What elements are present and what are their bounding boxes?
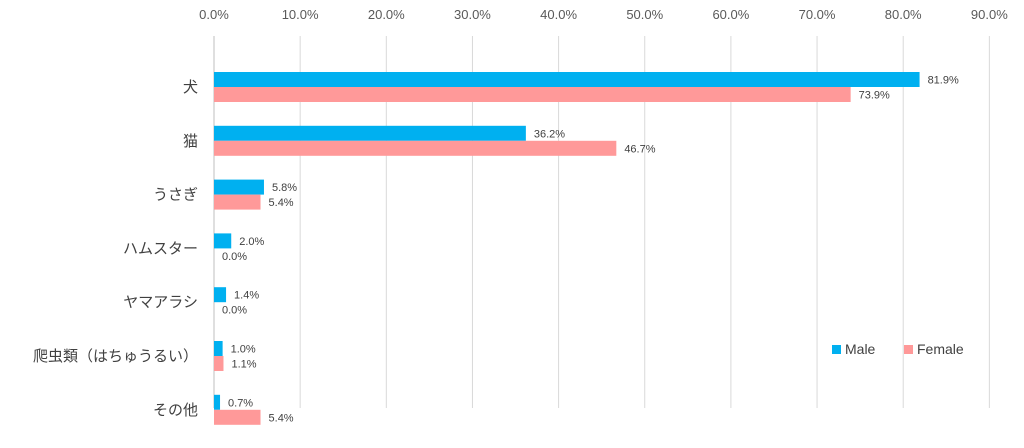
legend: Male Female [832,341,964,357]
x-tick-label: 20.0% [368,7,405,22]
x-tick-label: 0.0% [199,7,229,22]
data-label: 46.7% [624,143,655,155]
data-label: 5.8% [272,182,297,194]
bar-female [214,87,851,102]
bar-male [214,341,223,356]
data-labels: 81.9% 73.9% 36.2% 46.7% 5.8% 5.4% 2.0% 0.0% 1.4%… [222,75,959,425]
bar-male [214,287,227,303]
data-label: 0.0% [222,251,247,263]
data-label: 36.2% [534,128,565,140]
bars [214,72,920,425]
x-tick-label: 30.0% [454,7,491,22]
category-label: 犬 [183,78,198,96]
data-label: 0.7% [228,397,253,409]
category-label: 爬虫類（はちゅうるい） [33,347,198,365]
category-label: その他 [153,401,198,419]
data-label: 2.0% [239,236,264,248]
bar-female [214,194,261,210]
bar-male [214,179,264,195]
legend-label-male: Male [845,341,876,357]
data-label: 1.1% [231,359,256,371]
bar-female [214,356,224,371]
data-label: 1.0% [231,344,256,356]
x-tick-label: 80.0% [885,7,922,22]
bar-female [214,140,617,156]
x-tick-label: 10.0% [282,7,319,22]
x-tick-label: 60.0% [712,7,749,22]
data-label: 5.4% [269,197,294,209]
legend-label-female: Female [917,341,964,357]
category-label: ハムスター [123,239,198,257]
bar-male [214,394,221,410]
data-label: 0.0% [222,305,247,317]
x-tick-label: 50.0% [626,7,663,22]
category-label: ヤマアラシ [123,293,198,311]
bar-male [214,72,920,87]
data-label: 73.9% [859,90,890,102]
bar-female [214,409,261,425]
data-label: 81.9% [928,75,959,87]
data-label: 1.4% [234,290,259,302]
data-label: 5.4% [269,412,294,424]
category-label: 猫 [183,132,198,150]
legend-swatch-female [904,345,913,354]
x-tick-label: 70.0% [799,7,836,22]
x-tick-label: 90.0% [971,7,1008,22]
x-axis-tick-labels: 0.0% 10.0% 20.0% 30.0% 40.0% 50.0% 60.0% 70.0% 8… [199,7,1008,22]
x-tick-label: 40.0% [540,7,577,22]
legend-swatch-male [832,345,841,354]
bar-male [214,125,526,141]
category-label: うさぎ [153,186,198,204]
bar-male [214,233,232,249]
